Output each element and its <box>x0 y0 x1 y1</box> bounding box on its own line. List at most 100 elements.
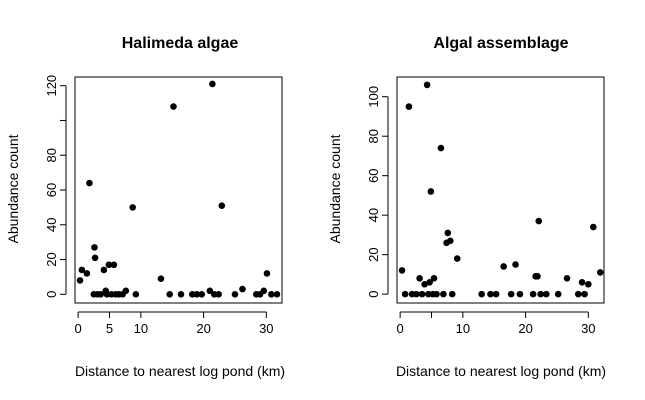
y-axis: 0 20 40 60 80 120 <box>44 75 67 298</box>
data-point <box>427 188 435 195</box>
data-point <box>105 261 113 269</box>
data-point <box>401 290 409 298</box>
data-point <box>166 291 174 298</box>
data-points <box>76 80 281 298</box>
data-point <box>129 204 137 211</box>
data-point <box>110 261 118 269</box>
data-point <box>447 237 454 245</box>
x-axis-label: Distance to nearest log pond (km) <box>75 363 285 379</box>
data-point <box>97 291 105 298</box>
data-point <box>537 290 544 298</box>
y-axis: 0 20 40 60 80 100 <box>366 86 389 298</box>
x-tick-label: 20 <box>518 321 532 336</box>
data-point <box>177 291 185 298</box>
data-point <box>535 217 543 225</box>
data-point <box>76 277 84 284</box>
x-tick-label: 20 <box>196 321 210 336</box>
y-tick-label: 20 <box>44 252 59 266</box>
data-point <box>91 244 98 251</box>
data-point <box>500 263 507 270</box>
data-point <box>453 255 461 262</box>
data-point <box>193 291 200 298</box>
data-point <box>421 280 428 288</box>
data-point <box>437 144 445 152</box>
data-point <box>198 291 206 298</box>
y-tick-label: 100 <box>366 86 381 108</box>
panel-halimeda-algae: Halimeda algae Distance to nearest log p… <box>5 35 285 379</box>
data-point <box>444 229 452 237</box>
data-point <box>448 290 456 298</box>
y-tick-label: 20 <box>366 247 381 261</box>
data-point <box>231 291 239 298</box>
data-point <box>122 287 130 295</box>
y-tick-label: 60 <box>366 168 381 182</box>
data-point <box>478 290 485 298</box>
data-point <box>78 266 86 274</box>
chart-title: Algal assemblage <box>433 35 568 52</box>
data-point <box>554 290 562 298</box>
data-point <box>170 103 177 110</box>
y-axis-label: Abundance count <box>327 134 343 243</box>
data-point <box>209 80 216 88</box>
chart-title: Halimeda algae <box>122 35 239 52</box>
data-point <box>585 280 592 288</box>
x-tick-label: 30 <box>259 321 273 336</box>
x-tick-label: 10 <box>456 321 470 336</box>
data-point <box>512 261 519 268</box>
data-point <box>542 290 550 298</box>
y-tick-label: 40 <box>44 218 59 232</box>
data-point <box>398 267 406 274</box>
data-point <box>492 290 500 298</box>
data-points <box>398 81 604 298</box>
plot-frame <box>396 76 605 304</box>
data-point <box>426 278 433 286</box>
y-tick-label: 40 <box>366 208 381 222</box>
x-tick-label: 10 <box>134 321 148 336</box>
panel-algal-assemblage: Algal assemblage Distance to nearest log… <box>327 35 606 379</box>
x-axis: 0 5 10 20 30 <box>75 311 274 336</box>
y-tick-label: 80 <box>44 148 59 162</box>
data-point <box>268 291 275 298</box>
data-point <box>574 290 582 298</box>
data-point <box>83 270 91 277</box>
data-point <box>534 273 541 280</box>
data-point <box>215 291 222 298</box>
data-point <box>563 275 571 282</box>
data-point <box>157 275 165 282</box>
data-point <box>405 103 413 110</box>
y-tick-label: 80 <box>366 129 381 143</box>
data-point <box>100 266 108 274</box>
data-point <box>433 290 440 298</box>
data-point <box>578 278 586 286</box>
y-axis-label: Abundance count <box>5 134 21 243</box>
data-point <box>423 81 431 89</box>
data-point <box>413 290 420 298</box>
y-tick-label: 60 <box>44 183 59 197</box>
data-point <box>418 290 426 298</box>
x-tick-label: 0 <box>397 321 404 336</box>
data-point <box>590 223 597 231</box>
data-point <box>581 290 588 298</box>
plot-frame <box>74 76 283 304</box>
data-point <box>487 290 494 298</box>
x-tick-label: 0 <box>75 321 82 336</box>
data-point <box>596 269 604 276</box>
y-tick-label: 0 <box>366 291 381 298</box>
data-point <box>132 291 140 298</box>
y-tick-label: 120 <box>44 75 59 97</box>
x-tick-label: 30 <box>581 321 595 336</box>
data-point <box>273 291 281 298</box>
data-point <box>507 290 515 298</box>
x-tick-label: 5 <box>106 321 113 336</box>
data-point <box>218 202 226 209</box>
data-point <box>529 290 537 298</box>
data-point <box>86 179 93 187</box>
data-point <box>260 287 268 295</box>
data-point <box>416 275 423 282</box>
data-point <box>91 254 99 262</box>
x-axis-label: Distance to nearest log pond (km) <box>396 363 606 379</box>
x-axis: 0 10 20 30 <box>397 311 596 336</box>
data-point <box>440 290 447 298</box>
y-tick-label: 0 <box>44 291 59 298</box>
